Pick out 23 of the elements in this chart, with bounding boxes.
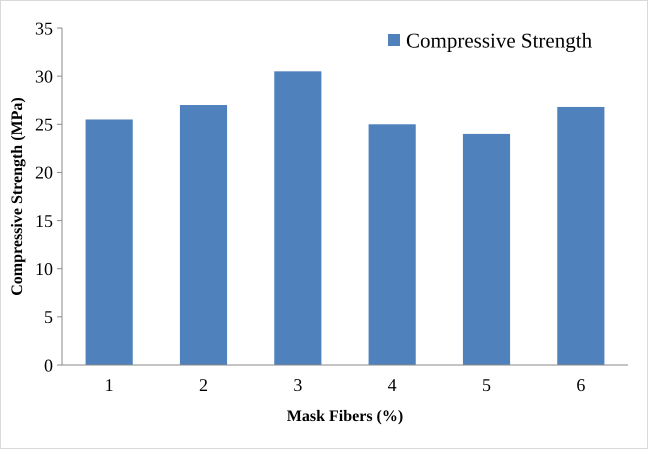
y-tick-label: 25 (35, 114, 53, 135)
bar (180, 105, 228, 365)
x-tick-label: 4 (388, 375, 397, 395)
x-axis-title: Mask Fibers (%) (286, 408, 404, 425)
y-axis-title: Compressive Strength (MPa) (9, 97, 26, 296)
y-tick-label: 0 (44, 355, 53, 376)
bar (274, 71, 322, 365)
x-tick-label: 2 (199, 375, 208, 395)
bar (86, 119, 133, 365)
y-tick-label: 35 (35, 18, 53, 38)
x-tick-label: 1 (104, 375, 114, 395)
x-tick-label: 5 (482, 375, 491, 395)
y-tick-label: 15 (35, 210, 53, 231)
x-tick-label: 6 (576, 375, 586, 395)
y-tick-label: 5 (44, 307, 53, 328)
y-tick-label: 30 (35, 66, 53, 86)
legend-label: Compressive Strength (406, 28, 593, 52)
y-tick-label: 10 (35, 259, 53, 280)
x-tick-label: 3 (293, 375, 302, 395)
bar (462, 134, 510, 365)
bar (368, 124, 416, 365)
y-tick-label: 20 (35, 162, 53, 183)
bar (557, 106, 604, 365)
